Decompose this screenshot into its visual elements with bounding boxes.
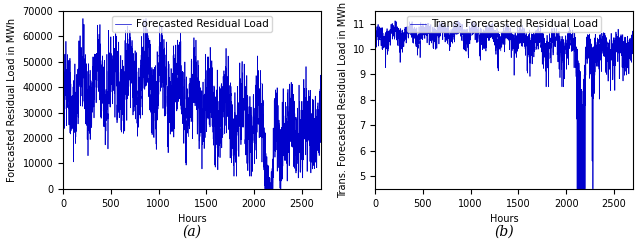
Line: Trans. Forecasted Residual Load: Trans. Forecasted Residual Load bbox=[375, 21, 633, 189]
Text: (a): (a) bbox=[182, 224, 202, 238]
Forecasted Residual Load bbox=[79, 17, 87, 20]
Trans. Forecasted Residual Load bbox=[438, 27, 446, 30]
Line: Forecasted Residual Load: Forecasted Residual Load bbox=[63, 19, 321, 189]
Trans. Forecasted Residual Load bbox=[507, 28, 515, 31]
Y-axis label: Trans. Forecasted Residual Load in MWh: Trans. Forecasted Residual Load in MWh bbox=[337, 2, 348, 198]
Forecasted Residual Load bbox=[317, 83, 324, 86]
Trans. Forecasted Residual Load bbox=[545, 57, 553, 60]
Trans. Forecasted Residual Load bbox=[465, 32, 473, 35]
Forecasted Residual Load bbox=[65, 104, 72, 107]
X-axis label: Hours: Hours bbox=[178, 214, 206, 224]
Y-axis label: Forecasted Residual Load in MWh: Forecasted Residual Load in MWh bbox=[7, 18, 17, 182]
Trans. Forecasted Residual Load bbox=[629, 32, 637, 35]
Forecasted Residual Load bbox=[153, 84, 161, 87]
Trans. Forecasted Residual Load bbox=[377, 37, 385, 40]
Legend: Trans. Forecasted Residual Load: Trans. Forecasted Residual Load bbox=[407, 16, 601, 32]
Forecasted Residual Load bbox=[59, 69, 67, 72]
Trans. Forecasted Residual Load bbox=[386, 32, 394, 35]
Forecasted Residual Load bbox=[261, 187, 269, 190]
Trans. Forecasted Residual Load bbox=[391, 19, 399, 22]
Forecasted Residual Load bbox=[233, 149, 241, 152]
Forecasted Residual Load bbox=[126, 63, 134, 66]
Trans. Forecasted Residual Load bbox=[371, 29, 379, 31]
Text: (b): (b) bbox=[494, 224, 514, 238]
Forecasted Residual Load bbox=[195, 64, 202, 67]
X-axis label: Hours: Hours bbox=[490, 214, 518, 224]
Forecasted Residual Load bbox=[74, 84, 81, 87]
Trans. Forecasted Residual Load bbox=[573, 187, 581, 190]
Legend: Forecasted Residual Load: Forecasted Residual Load bbox=[112, 16, 272, 32]
